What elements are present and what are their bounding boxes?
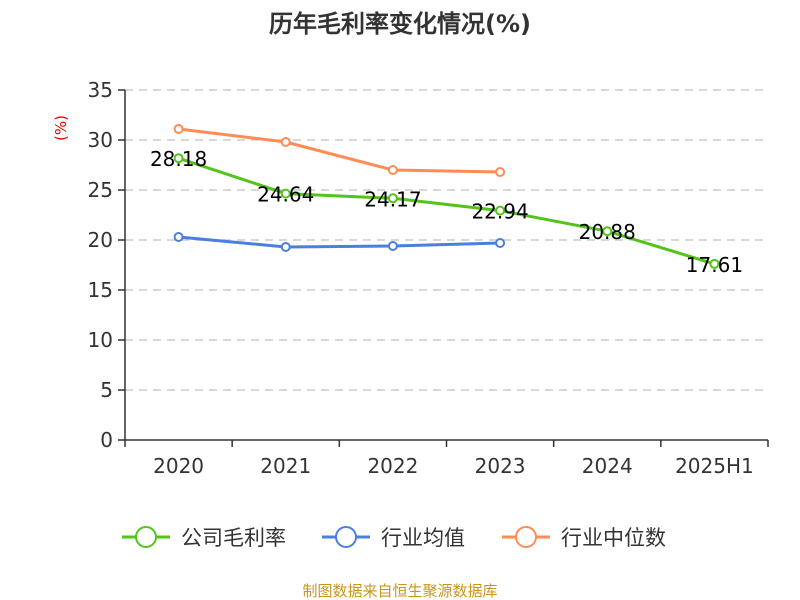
y-axis-unit: (%) — [52, 115, 70, 141]
y-tick-label: 35 — [88, 78, 113, 102]
y-tick-label: 20 — [88, 228, 113, 252]
data-point — [173, 232, 184, 242]
x-tick-label: 2020 — [153, 454, 204, 478]
source-note: 制图数据来自恒生聚源数据库 — [302, 582, 497, 600]
data-point — [602, 226, 613, 237]
y-tick-label: 0 — [100, 428, 113, 452]
data-point — [280, 242, 291, 252]
y-tick-label: 25 — [88, 178, 113, 202]
data-label: 22.94 — [471, 200, 528, 224]
legend-label: 公司毛利率 — [181, 526, 286, 550]
x-tick-label: 2021 — [260, 454, 311, 478]
data-label: 20.88 — [579, 220, 636, 244]
data-point — [495, 205, 506, 216]
chart-title: 历年毛利率变化情况(%) — [269, 10, 531, 38]
data-point — [173, 124, 184, 134]
data-point — [709, 258, 720, 269]
data-point — [495, 238, 506, 248]
legend-marker — [135, 526, 157, 548]
legend-item: 公司毛利率 — [122, 526, 286, 550]
legend-marker — [515, 526, 537, 548]
y-tick-label: 30 — [88, 128, 113, 152]
legend-item: 行业中位数 — [502, 526, 666, 550]
x-tick-label: 2024 — [582, 454, 633, 478]
series-line — [178, 235, 501, 249]
data-point — [387, 165, 398, 175]
series-line — [178, 127, 501, 174]
data-point — [495, 167, 506, 177]
data-label: 17.61 — [686, 253, 743, 277]
y-tick-label: 10 — [88, 328, 113, 352]
data-point — [280, 137, 291, 147]
data-label: 28.18 — [150, 147, 207, 171]
x-tick-label: 2022 — [367, 454, 418, 478]
data-label: 24.64 — [257, 183, 314, 207]
data-point — [387, 241, 398, 251]
data-label: 24.17 — [364, 187, 421, 211]
legend-label: 行业均值 — [381, 526, 465, 550]
y-tick-label: 5 — [100, 378, 113, 402]
data-point — [280, 188, 291, 199]
legend-label: 行业中位数 — [561, 526, 666, 550]
data-point — [387, 193, 398, 204]
legend-marker — [335, 526, 357, 548]
y-tick-label: 15 — [88, 278, 113, 302]
x-tick-label: 2023 — [475, 454, 526, 478]
x-tick-label: 2025H1 — [675, 454, 754, 478]
series-line — [178, 156, 715, 266]
data-point — [173, 153, 184, 164]
legend-item: 行业均值 — [322, 526, 465, 550]
